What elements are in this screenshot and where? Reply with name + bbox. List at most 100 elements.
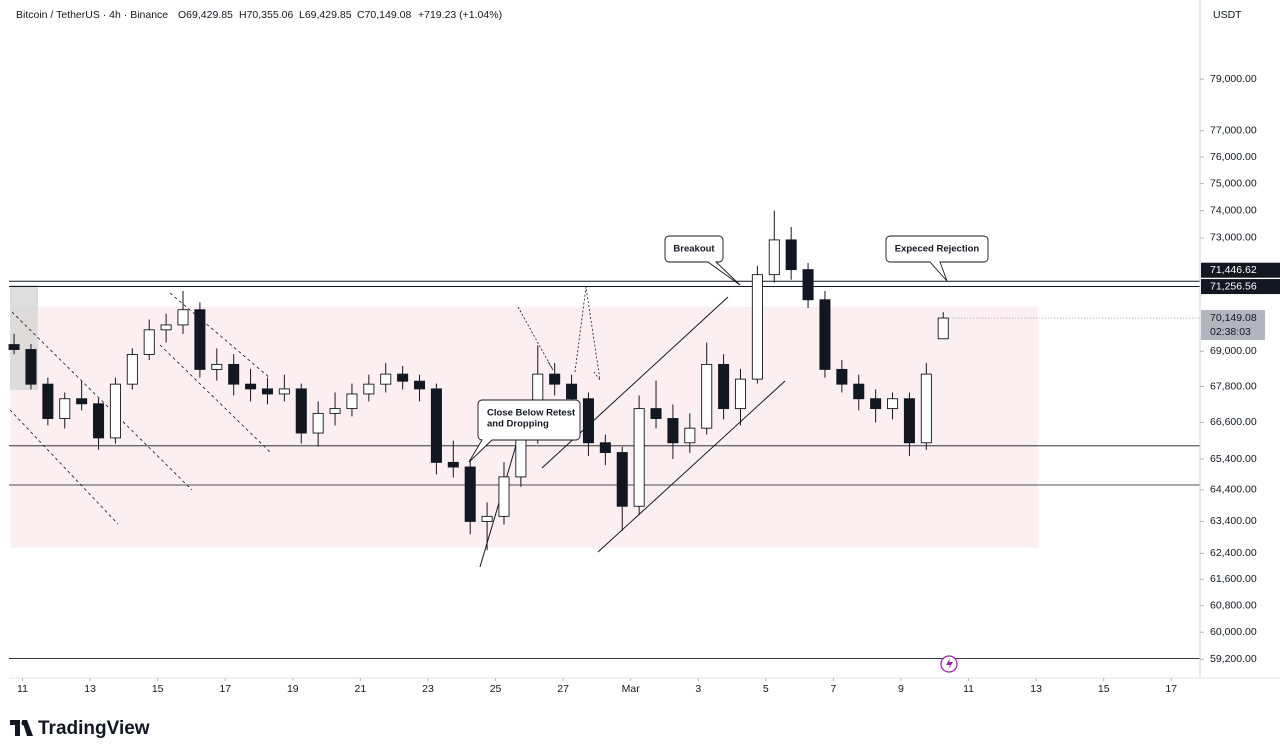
candle-body [836, 368, 848, 385]
x-tick-label: 25 [490, 683, 502, 695]
candle-body [245, 383, 257, 390]
candle-body [430, 388, 442, 463]
annotation-text: and Dropping [487, 419, 549, 430]
x-tick-label: 9 [898, 683, 904, 695]
x-tick-label: 15 [152, 683, 164, 695]
dashed-trend [159, 344, 271, 453]
y-tick-label: 67,800.00 [1210, 380, 1257, 392]
y-tick-label: 63,400.00 [1210, 515, 1257, 527]
candle-body [684, 427, 696, 444]
candle-body [819, 299, 831, 370]
y-tick-label: 65,400.00 [1210, 453, 1257, 465]
candle-body [194, 309, 206, 370]
candle-body [363, 383, 375, 395]
candle-body [785, 239, 797, 271]
candle-body [768, 239, 780, 276]
candle-layer [8, 210, 949, 551]
price-tag [1201, 279, 1280, 295]
callout-breakout: Breakout [664, 235, 741, 286]
candle-body [126, 354, 138, 385]
candle-body [549, 373, 561, 385]
close-label: C70,149.08 [357, 9, 411, 21]
currency-label: USDT [1213, 9, 1242, 21]
price-tag-label: 71,256.56 [1210, 280, 1257, 292]
candle-body [380, 373, 392, 385]
channel-line [597, 380, 786, 553]
brand-icon [10, 720, 33, 736]
last-price-tag [1201, 310, 1265, 341]
candle-body [937, 317, 949, 340]
brand-logo: TradingView [10, 718, 150, 739]
y-tick-label: 74,000.00 [1210, 204, 1257, 216]
candle-body [160, 324, 172, 331]
price-tag-label: 71,446.62 [1210, 264, 1257, 276]
x-tick-label: 7 [830, 683, 836, 695]
dashed-trend [169, 292, 271, 379]
y-tick-label: 61,600.00 [1210, 573, 1257, 585]
x-tick-label: 11 [963, 683, 974, 695]
candle-body [413, 380, 426, 390]
candle-body [582, 398, 594, 444]
candle-body [515, 437, 527, 478]
x-tick-label: Mar [622, 683, 641, 695]
candle-body [650, 408, 662, 419]
y-tick-label: 66,600.00 [1210, 416, 1257, 428]
candle-body [278, 388, 290, 395]
change-label: +719.23 (+1.04%) [418, 9, 502, 21]
x-tick-label: 23 [422, 683, 434, 695]
candle-body [498, 476, 510, 517]
candle-body [143, 329, 155, 355]
candle-body [701, 363, 713, 429]
x-tick-label: 3 [695, 683, 701, 695]
dashed-trend [9, 409, 119, 525]
alert-bolt [946, 658, 953, 670]
price-tag [1201, 262, 1280, 278]
candle-body [447, 461, 459, 468]
candle-body [616, 452, 628, 507]
callout-rejection: Expeced Rejection [885, 235, 989, 282]
x-tick-label: 15 [1098, 683, 1110, 695]
candle-body [633, 408, 645, 507]
dotted-arrow [574, 286, 601, 381]
candle-body [346, 393, 358, 410]
annotation-text: Close Below Retest [487, 408, 576, 419]
candle-body [599, 442, 611, 453]
candle-body [25, 349, 37, 385]
y-tick-label: 79,000.00 [1210, 73, 1257, 85]
y-tick-label: 69,000.00 [1210, 345, 1257, 357]
line-layer [9, 280, 1200, 659]
candle-body [228, 363, 240, 385]
y-tick-label: 59,200.00 [1210, 653, 1257, 665]
x-tick-label: 13 [84, 683, 96, 695]
candle-body [177, 309, 189, 326]
dotted-arrow [517, 306, 554, 371]
candle-body [211, 363, 223, 370]
x-tick-label: 19 [287, 683, 299, 695]
candle-body [261, 388, 273, 395]
brand-name: TradingView [38, 718, 150, 739]
x-tick-label: 17 [1165, 683, 1177, 695]
y-tick-label: 60,000.00 [1210, 626, 1257, 638]
y-tick-label: 62,400.00 [1210, 547, 1257, 559]
candle-body [76, 398, 88, 405]
candle-body [920, 373, 932, 444]
x-tick-label: 27 [557, 683, 569, 695]
annotation-text: Expeced Rejection [895, 244, 980, 255]
y-tick-label: 60,800.00 [1210, 599, 1257, 611]
callout-box [664, 235, 741, 286]
candle-body [42, 383, 54, 419]
candle-body [464, 466, 476, 522]
y-tick-label: 77,000.00 [1210, 124, 1257, 136]
candle-body [734, 378, 747, 410]
y-tick-label: 73,000.00 [1210, 232, 1257, 244]
x-tick-label: 5 [763, 683, 769, 695]
axis-layer: 79,000.00 77,000.00 76,000.00 75,000.00 74,0… [17, 73, 1280, 695]
callout-box [885, 235, 989, 282]
dashed-trend [11, 311, 193, 491]
candle-body [566, 383, 578, 400]
candle-body [853, 383, 865, 400]
y-tick-label: 76,000.00 [1210, 151, 1257, 163]
candle-body [295, 388, 307, 434]
candle-body [718, 363, 730, 410]
x-tick-label: 11 [17, 683, 28, 695]
